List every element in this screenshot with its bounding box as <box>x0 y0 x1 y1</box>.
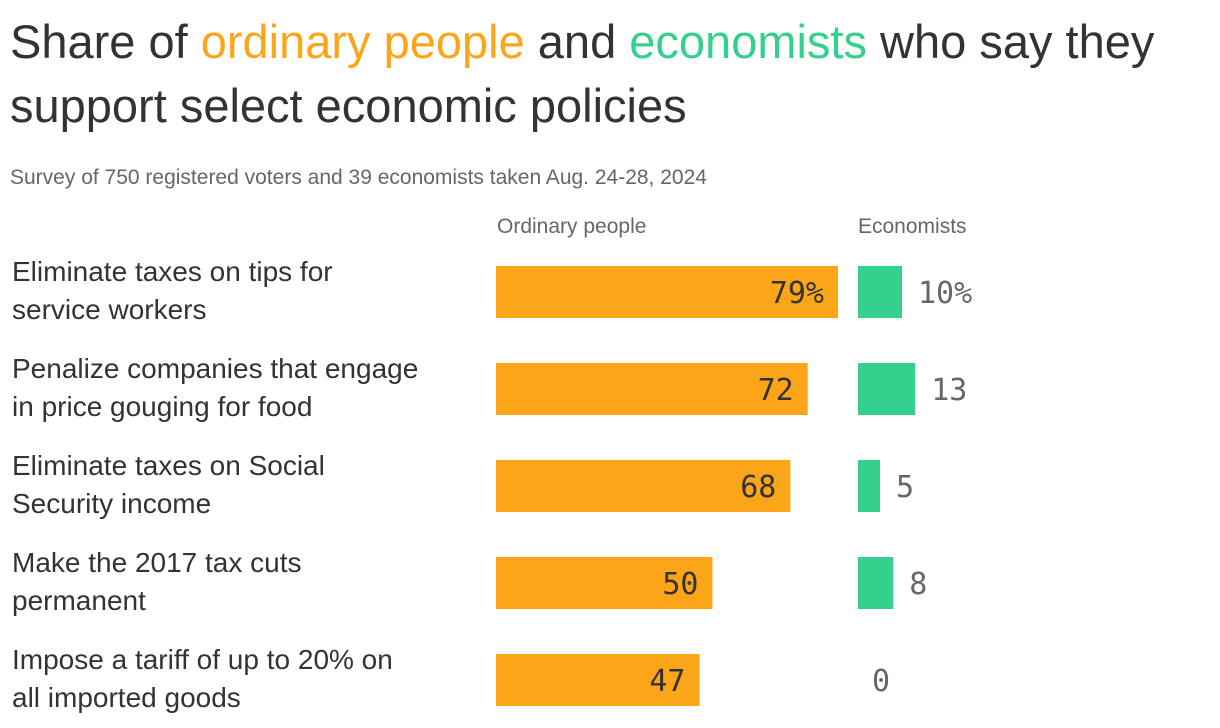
value-label-economists: 8 <box>909 567 927 602</box>
bar-economists <box>858 363 916 415</box>
value-label-ordinary-people: 47 <box>649 664 685 699</box>
value-label-economists: 10% <box>918 276 972 311</box>
bar-economists <box>858 557 894 609</box>
category-label-line: Impose a tariff of up to 20% on <box>12 644 393 675</box>
category-label: Eliminate taxes on tips for service worke… <box>12 256 333 325</box>
category-label-line: Eliminate taxes on Social <box>12 450 325 481</box>
bar-ordinary-people <box>496 557 713 609</box>
category-label-line: permanent <box>12 585 146 616</box>
title-part-3: who say they support select economic pol… <box>10 15 1155 132</box>
category-label-line: Make the 2017 tax cuts <box>12 547 302 578</box>
bar-economists <box>858 266 902 318</box>
category-label-line: in price gouging for food <box>12 391 312 422</box>
column-header-ordinary-people: Ordinary people <box>497 215 647 238</box>
category-label-line: all imported goods <box>12 682 241 713</box>
bar-ordinary-people <box>496 654 700 706</box>
category-label: Eliminate taxes on Social Security income <box>12 450 325 519</box>
value-label-economists: 0 <box>872 664 890 699</box>
chart-subtitle: Survey of 750 registered voters and 39 e… <box>10 166 707 189</box>
value-label-economists: 13 <box>931 373 967 408</box>
value-label-ordinary-people: 68 <box>740 470 776 505</box>
title-part-1: Share of <box>10 15 201 68</box>
title-economists: economists <box>629 15 867 68</box>
chart-title: Share of ordinary people and economists … <box>10 10 1210 138</box>
category-label-line: service workers <box>12 294 206 325</box>
category-label-line: Eliminate taxes on tips for <box>12 256 333 287</box>
category-label-line: Security income <box>12 488 211 519</box>
title-part-2: and <box>524 15 630 68</box>
category-label: Make the 2017 tax cuts permanent <box>12 547 302 616</box>
bar-ordinary-people <box>496 363 808 415</box>
category-label: Penalize companies that engage in price g… <box>12 353 418 422</box>
value-label-ordinary-people: 79% <box>770 276 824 311</box>
column-header-economists: Economists <box>858 215 967 238</box>
bar-ordinary-people <box>496 460 791 512</box>
category-label: Impose a tariff of up to 20% on all impor… <box>12 644 393 713</box>
bar-ordinary-people <box>496 266 838 318</box>
title-ordinary-people: ordinary people <box>200 15 525 68</box>
category-label-line: Penalize companies that engage <box>12 353 418 384</box>
value-label-ordinary-people: 72 <box>758 373 794 408</box>
value-label-ordinary-people: 50 <box>662 567 698 602</box>
value-label-economists: 5 <box>896 470 914 505</box>
bar-economists <box>858 460 880 512</box>
